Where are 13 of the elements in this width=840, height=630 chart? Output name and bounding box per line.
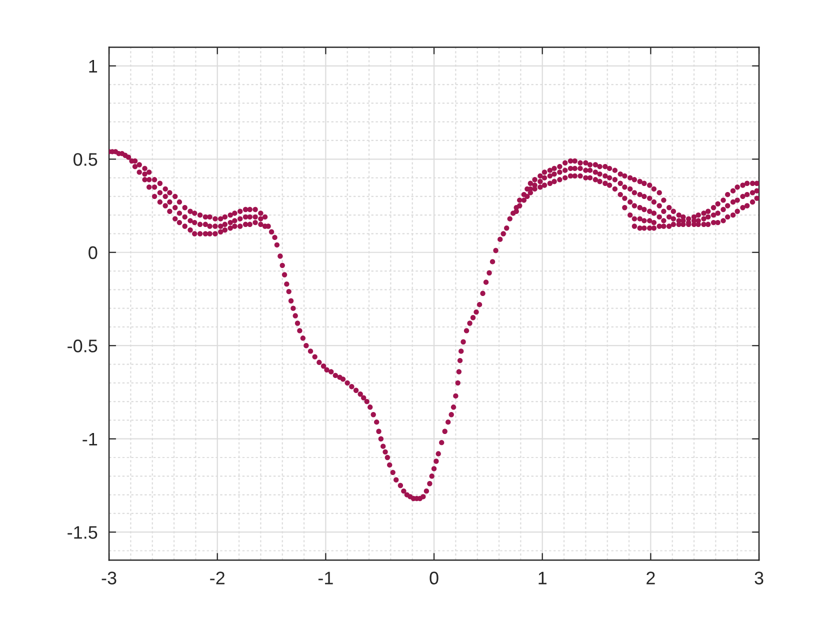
x-tick-label: -1 (318, 572, 333, 584)
x-tick-label: 3 (754, 572, 764, 584)
y-tick-label: -1 (82, 432, 98, 446)
x-tick-label: 0 (430, 572, 438, 584)
x-tick-label: 1 (538, 572, 546, 584)
x-tick-label: -3 (102, 572, 116, 584)
y-tick-label: -0.5 (68, 340, 98, 352)
y-tick-label: 0.5 (74, 153, 98, 166)
y-tick-label: 0 (88, 246, 98, 260)
y-tick-label: 1 (89, 60, 98, 72)
y-tick-label: -1.5 (68, 526, 98, 539)
x-tick-label: -2 (210, 572, 224, 584)
x-tick-label: 2 (646, 572, 655, 584)
